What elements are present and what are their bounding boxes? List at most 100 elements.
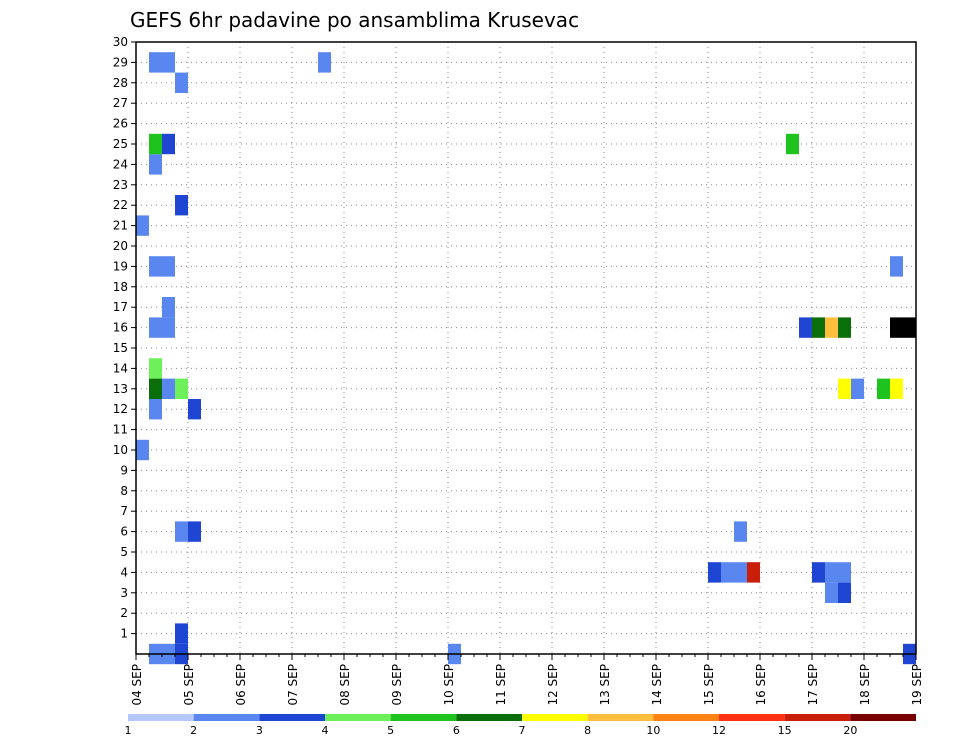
legend-swatch [128,714,194,721]
heatmap-cell [838,562,851,583]
legend-label: 4 [322,724,329,737]
legend-label: 3 [256,724,263,737]
x-tick-label: 14 SEP [650,664,664,706]
legend-label: 5 [387,724,394,737]
heatmap-cell [825,562,838,583]
y-tick-label: 20 [113,239,128,253]
heatmap-cell [162,317,175,338]
legend-label: 8 [584,724,591,737]
legend-label: 12 [712,724,726,737]
legend-swatch [850,714,916,721]
y-tick-label: 1 [120,627,128,641]
heatmap-cell [162,256,175,277]
y-tick-label: 11 [113,423,128,437]
heatmap-cell [812,562,825,583]
y-tick-label: 7 [120,504,128,518]
heatmap-cell [812,317,825,338]
y-tick-label: 30 [113,35,128,49]
heatmap-cell [825,317,838,338]
y-tick-label: 18 [113,280,128,294]
heatmap-cell [877,378,890,399]
heatmap-cell [149,133,162,155]
chart-title: GEFS 6hr padavine po ansamblima Krusevac [130,8,579,32]
x-tick-label: 05 SEP [182,664,196,706]
legend-label: 1 [125,724,132,737]
heatmap-cell [136,215,149,236]
heatmap-cell [838,582,851,603]
y-tick-label: 29 [113,55,128,69]
heatmap-cell [162,133,175,155]
heatmap-cell [149,399,162,420]
y-tick-label: 25 [113,137,128,151]
x-tick-label: 09 SEP [390,664,404,706]
legend-swatch [259,714,325,721]
y-tick-label: 21 [113,219,128,233]
x-tick-label: 15 SEP [702,664,716,706]
heatmap-cell [903,317,916,338]
y-tick-label: 10 [113,443,128,457]
heatmap-cell [838,378,851,399]
grid [136,41,916,654]
y-tick-label: 27 [113,96,128,110]
legend-label: 10 [646,724,660,737]
y-tick-label: 23 [113,178,128,192]
heatmap-cell [734,562,747,583]
x-tick-label: 04 SEP [130,664,144,706]
y-tick-label: 15 [113,341,128,355]
x-tick-label: 06 SEP [234,664,248,706]
heatmap-cell [136,439,149,461]
legend-label: 6 [453,724,460,737]
heatmap-cell [175,521,188,542]
x-tick-label: 16 SEP [754,664,768,706]
heatmap-cell [162,297,175,318]
legend-swatch [325,714,391,721]
legend-swatch [653,714,719,721]
heatmap-cell [318,52,331,73]
colorbar-legend: 1 2 3 4 5 6 7 8 10 12 15 20 [125,714,916,737]
x-tick-label: 17 SEP [806,664,820,706]
legend-label: 7 [519,724,526,737]
heatmap-cell [721,562,734,583]
y-tick-label: 12 [113,402,128,416]
y-tick-label: 5 [120,545,128,559]
heatmap-cell [175,378,188,399]
x-tick-label: 19 SEP [910,664,924,706]
y-tick-label: 8 [120,484,128,498]
legend-label: 20 [843,724,857,737]
legend-swatch [522,714,588,721]
heatmap-cell [747,562,760,583]
heatmap-cell [149,256,162,277]
legend-swatch [390,714,457,721]
heatmap-cell [149,52,162,73]
cells-layer [136,52,916,665]
heatmap-cell [708,562,721,583]
heatmap-cell [175,623,188,644]
y-tick-label: 13 [113,382,128,396]
x-axis: 04 SEP 05 SEP 06 SEP 07 SEP 08 SEP 09 SEP 10 S… [130,654,924,706]
x-tick-label: 13 SEP [598,664,612,706]
heatmap-cell [890,256,903,277]
heatmap-cell [162,52,175,73]
heatmap-cell [149,154,162,175]
x-tick-label: 18 SEP [858,664,872,706]
heatmap-cell [149,317,162,338]
heatmap-cell [149,358,162,379]
y-tick-label: 3 [120,586,128,600]
y-tick-label: 19 [113,259,128,273]
legend-swatch [587,714,654,721]
heatmap-cell [890,378,903,399]
legend-swatch [719,714,785,721]
heatmap-cell [890,317,903,338]
heatmap-cell [838,317,851,338]
y-tick-label: 16 [113,321,128,335]
x-tick-label: 08 SEP [338,664,352,706]
heatmap-cell [149,378,162,399]
legend-swatch [456,714,522,721]
heatmap-cell [188,521,201,542]
y-axis: 1234567891011121314151617181920212223242… [113,35,136,641]
y-tick-label: 9 [120,463,128,477]
y-tick-label: 22 [113,198,128,212]
heatmap-cell [162,378,175,399]
heatmap-cell [799,317,812,338]
